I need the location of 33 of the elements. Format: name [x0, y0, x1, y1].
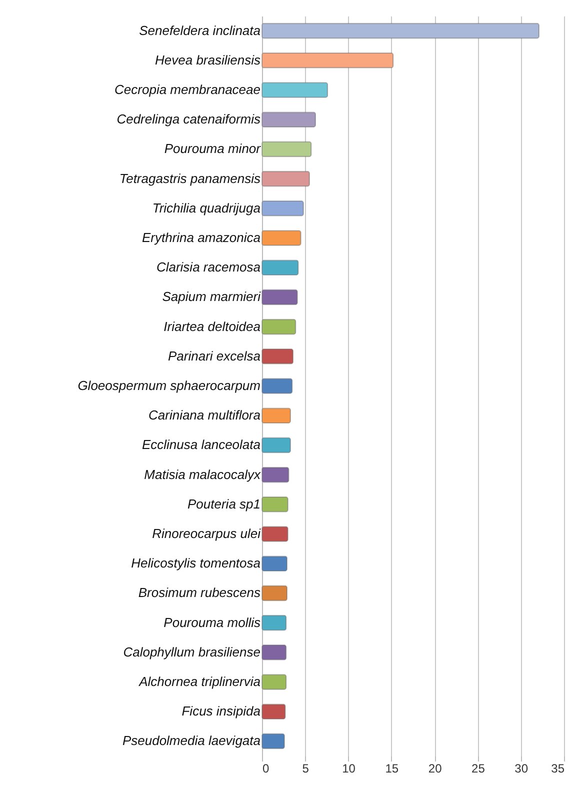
- y-tick-label: Iriartea deltoidea: [164, 318, 260, 334]
- y-tick-label: Gloeospermum sphaerocarpum: [78, 378, 261, 393]
- y-tick-label: Tetragastris panamensis: [119, 170, 261, 186]
- y-tick-label: Cedrelinga catenaiformis: [116, 112, 261, 127]
- y-tick-label: Pseudolmedia laevigata: [122, 733, 260, 748]
- y-tick-label: Matisia malacocalyx: [144, 466, 261, 482]
- y-tick-label: Pourouma minor: [164, 141, 262, 156]
- y-tick-label: Pourouma mollis: [164, 614, 261, 630]
- x-tick-label: 15: [385, 762, 399, 776]
- x-tick-label: 25: [472, 762, 486, 776]
- y-tick-label: Cariniana multiflora: [148, 408, 260, 423]
- x-tick-label: 0: [262, 762, 270, 776]
- y-tick-label: Clarisia racemosa: [156, 260, 260, 275]
- x-tick-label: 5: [302, 762, 310, 776]
- y-tick-label: Sapium marmieri: [162, 289, 262, 304]
- y-tick-label: Alchornea triplinervia: [138, 674, 260, 689]
- x-tick-label: 20: [428, 762, 442, 776]
- y-tick-label: Ficus insipida: [182, 704, 260, 719]
- y-tick-label: Helicostylis tomentosa: [131, 556, 260, 571]
- y-tick-label: Cecropia membranaceae: [114, 82, 260, 97]
- y-tick-label: Hevea brasiliensis: [155, 52, 261, 68]
- x-tick-label: 10: [342, 762, 356, 776]
- y-tick-label: Calophyllum brasiliense: [123, 644, 260, 660]
- y-tick-label: Ecclinusa lanceolata: [142, 437, 260, 452]
- y-tick-label: Pouteria sp1: [188, 496, 260, 512]
- y-tick-label: Trichilia quadrijuga: [152, 200, 260, 216]
- y-tick-label: Brosimum rubescens: [138, 585, 261, 600]
- x-tick-label: 35: [551, 762, 565, 776]
- y-tick-label: Rinoreocarpus ulei: [152, 526, 262, 541]
- y-tick-label: Erythrina amazonica: [142, 230, 260, 245]
- y-tick-label: Senefeldera inclinata: [139, 22, 260, 38]
- y-tick-label: Parinari excelsa: [168, 348, 260, 364]
- x-tick-label: 30: [514, 762, 528, 776]
